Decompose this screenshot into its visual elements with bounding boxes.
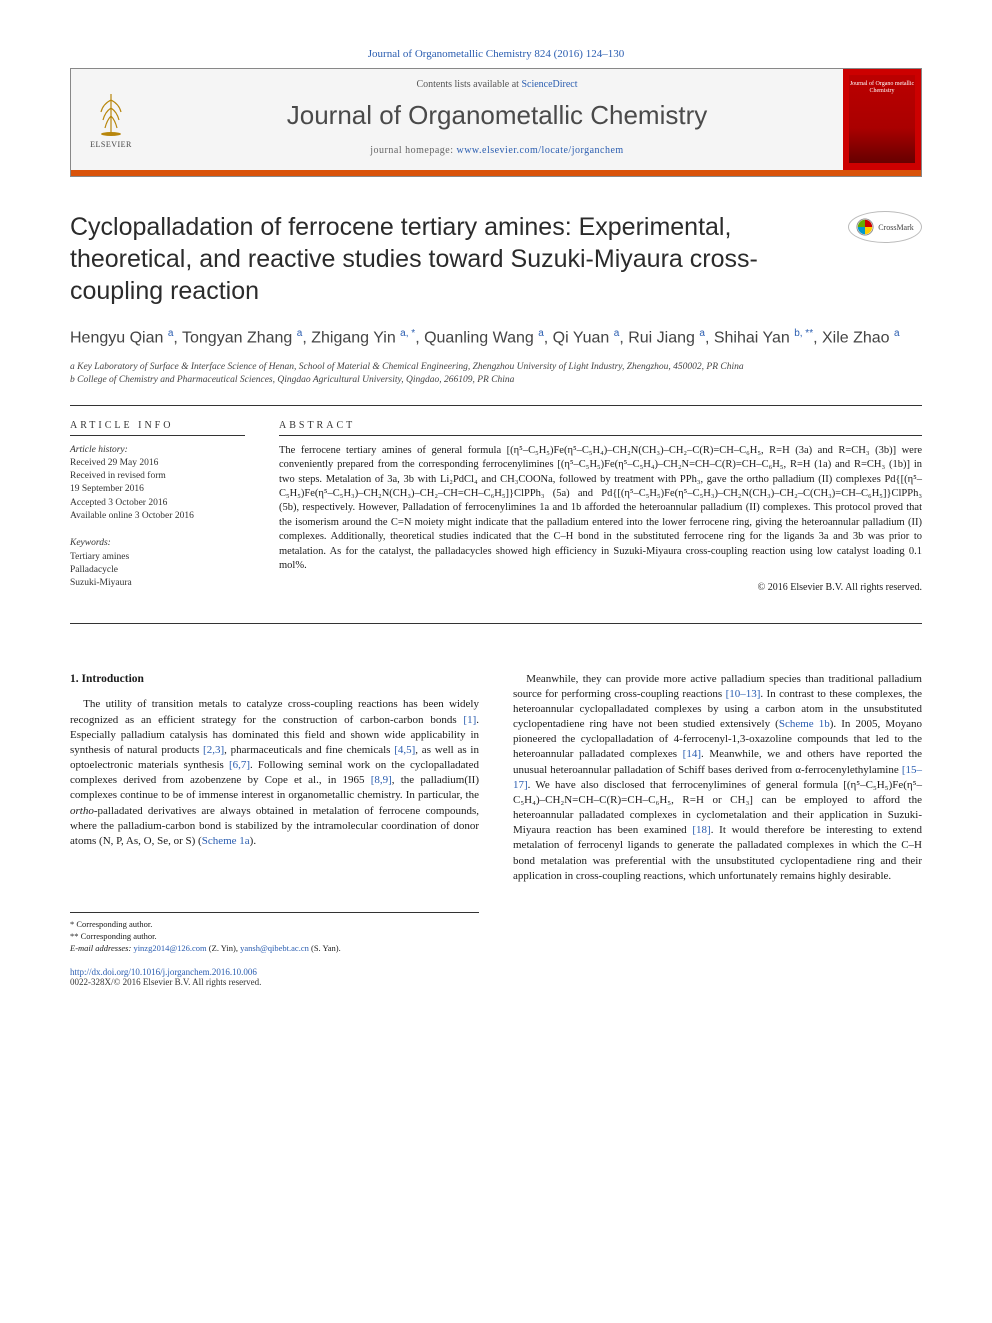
publisher-name: ELSEVIER bbox=[90, 140, 132, 149]
doi-block: http://dx.doi.org/10.1016/j.jorganchem.2… bbox=[70, 967, 922, 987]
article-info-column: ARTICLE INFO Article history: Received 2… bbox=[70, 420, 245, 605]
keywords-block: Keywords: Tertiary amines Palladacycle S… bbox=[70, 537, 245, 590]
abstract-heading: ABSTRACT bbox=[279, 420, 922, 436]
keyword: Suzuki-Miyaura bbox=[70, 577, 245, 590]
history-line: 19 September 2016 bbox=[70, 483, 245, 496]
crossmark-label: CrossMark bbox=[878, 223, 914, 232]
journal-name: Journal of Organometallic Chemistry bbox=[151, 100, 843, 131]
abstract-copyright: © 2016 Elsevier B.V. All rights reserved… bbox=[279, 582, 922, 593]
authors-list: Hengyu Qian a, Tongyan Zhang a, Zhigang … bbox=[70, 327, 922, 349]
email-link-2[interactable]: yansh@qibebt.ac.cn bbox=[240, 943, 309, 953]
email-name-2: (S. Yan). bbox=[309, 943, 341, 953]
crossmark-badge[interactable]: CrossMark bbox=[848, 211, 922, 243]
corr-author-2: ** Corresponding author. bbox=[70, 931, 479, 943]
abstract-text: The ferrocene tertiary amines of general… bbox=[279, 444, 922, 574]
keywords-label: Keywords: bbox=[70, 537, 245, 550]
contents-prefix: Contents lists available at bbox=[416, 79, 521, 90]
email-link-1[interactable]: yinzg2014@126.com bbox=[133, 943, 206, 953]
keyword: Palladacycle bbox=[70, 564, 245, 577]
history-line: Available online 3 October 2016 bbox=[70, 510, 245, 523]
elsevier-logo: ELSEVIER bbox=[71, 69, 151, 170]
elsevier-tree-icon bbox=[91, 90, 131, 138]
body-column-right: Meanwhile, they can provide more active … bbox=[513, 672, 922, 884]
homepage-link[interactable]: www.elsevier.com/locate/jorganchem bbox=[456, 145, 623, 156]
homepage-prefix: journal homepage: bbox=[370, 145, 456, 156]
issn-copyright: 0022-328X/© 2016 Elsevier B.V. All right… bbox=[70, 977, 922, 987]
email-addresses: E-mail addresses: yinzg2014@126.com (Z. … bbox=[70, 943, 479, 955]
affiliation-b: b College of Chemistry and Pharmaceutica… bbox=[70, 374, 922, 387]
affiliations: a Key Laboratory of Surface & Interface … bbox=[70, 361, 922, 387]
journal-header-box: ELSEVIER Contents lists available at Sci… bbox=[70, 68, 922, 177]
intro-paragraph-right: Meanwhile, they can provide more active … bbox=[513, 672, 922, 884]
divider-line bbox=[70, 623, 922, 624]
history-label: Article history: bbox=[70, 444, 245, 457]
crossmark-icon bbox=[856, 218, 874, 236]
orange-divider-bar bbox=[71, 170, 921, 176]
body-column-left: 1. Introduction The utility of transitio… bbox=[70, 672, 479, 884]
article-info-heading: ARTICLE INFO bbox=[70, 420, 245, 436]
corr-author-1: * Corresponding author. bbox=[70, 919, 479, 931]
contents-available-line: Contents lists available at ScienceDirec… bbox=[151, 79, 843, 90]
body-two-column: 1. Introduction The utility of transitio… bbox=[70, 672, 922, 884]
abstract-column: ABSTRACT The ferrocene tertiary amines o… bbox=[279, 420, 922, 605]
corresponding-author-footnotes: * Corresponding author. ** Corresponding… bbox=[70, 912, 479, 955]
history-line: Accepted 3 October 2016 bbox=[70, 497, 245, 510]
keyword: Tertiary amines bbox=[70, 551, 245, 564]
homepage-line: journal homepage: www.elsevier.com/locat… bbox=[151, 145, 843, 156]
section-heading-intro: 1. Introduction bbox=[70, 672, 479, 688]
article-title: Cyclopalladation of ferrocene tertiary a… bbox=[70, 211, 828, 307]
affiliation-a: a Key Laboratory of Surface & Interface … bbox=[70, 361, 922, 374]
email-name-1: (Z. Yin), bbox=[207, 943, 240, 953]
history-line: Received 29 May 2016 bbox=[70, 457, 245, 470]
email-label: E-mail addresses: bbox=[70, 943, 133, 953]
sciencedirect-link[interactable]: ScienceDirect bbox=[521, 79, 577, 90]
intro-paragraph-left: The utility of transition metals to cata… bbox=[70, 697, 479, 849]
citation-header: Journal of Organometallic Chemistry 824 … bbox=[70, 48, 922, 60]
divider-line bbox=[70, 405, 922, 406]
journal-cover-thumbnail: Journal of Organo metallic Chemistry bbox=[843, 69, 921, 170]
article-history-block: Article history: Received 29 May 2016 Re… bbox=[70, 444, 245, 524]
cover-text: Journal of Organo metallic Chemistry bbox=[849, 75, 915, 95]
doi-link[interactable]: http://dx.doi.org/10.1016/j.jorganchem.2… bbox=[70, 967, 257, 977]
history-line: Received in revised form bbox=[70, 470, 245, 483]
